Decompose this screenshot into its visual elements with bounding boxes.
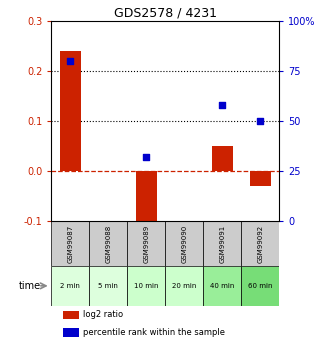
Text: time: time	[19, 281, 41, 291]
Point	[220, 102, 225, 108]
Text: 2 min: 2 min	[60, 283, 80, 289]
Text: 40 min: 40 min	[210, 283, 234, 289]
Point	[258, 118, 263, 124]
Text: 10 min: 10 min	[134, 283, 159, 289]
Text: GSM99089: GSM99089	[143, 224, 149, 263]
Bar	[51, 266, 89, 306]
Text: GSM99090: GSM99090	[181, 224, 187, 263]
Bar	[63, 310, 79, 319]
Bar	[127, 266, 165, 306]
Bar	[60, 51, 81, 171]
Point	[144, 154, 149, 160]
Bar	[241, 221, 279, 266]
Bar	[203, 221, 241, 266]
Text: GSM99087: GSM99087	[67, 224, 74, 263]
Bar	[212, 146, 233, 171]
Text: GSM99092: GSM99092	[257, 225, 263, 263]
Bar	[51, 221, 89, 266]
Bar	[136, 171, 157, 236]
Bar	[89, 266, 127, 306]
Text: 5 min: 5 min	[99, 283, 118, 289]
Text: log2 ratio: log2 ratio	[83, 310, 123, 319]
Text: 20 min: 20 min	[172, 283, 196, 289]
Text: percentile rank within the sample: percentile rank within the sample	[83, 328, 225, 337]
Bar	[241, 266, 279, 306]
Bar	[203, 266, 241, 306]
Bar	[165, 266, 203, 306]
Text: GSM99088: GSM99088	[105, 224, 111, 263]
Bar	[127, 221, 165, 266]
Bar	[165, 221, 203, 266]
Bar	[89, 221, 127, 266]
Point	[68, 58, 73, 63]
Bar	[63, 328, 79, 337]
Bar	[250, 171, 271, 186]
Text: 60 min: 60 min	[248, 283, 273, 289]
Title: GDS2578 / 4231: GDS2578 / 4231	[114, 7, 217, 20]
Text: GSM99091: GSM99091	[219, 224, 225, 263]
